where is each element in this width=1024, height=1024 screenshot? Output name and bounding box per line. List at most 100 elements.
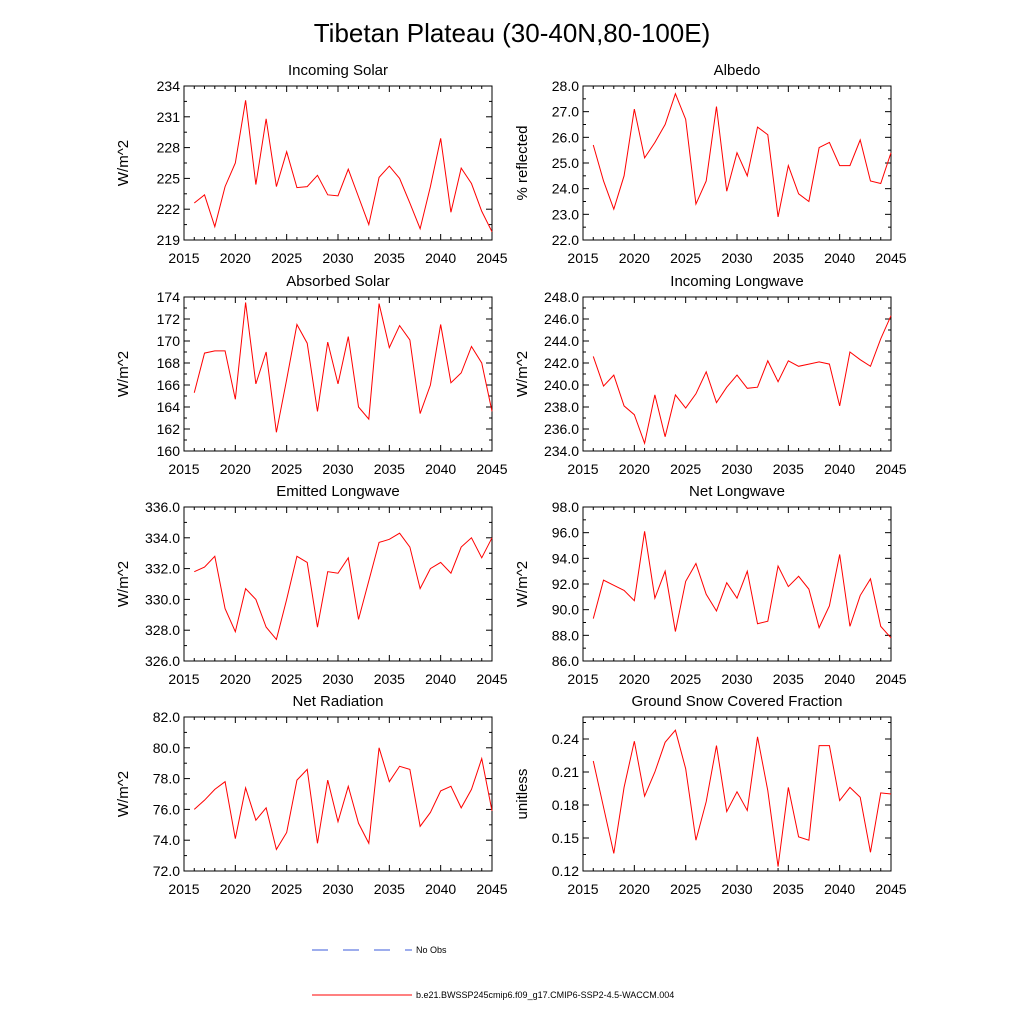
x-tick-label: 2015 (567, 250, 598, 266)
x-tick-label: 2040 (824, 461, 855, 477)
y-tick-label: 23.0 (552, 206, 579, 222)
y-tick-label: 231 (157, 109, 181, 125)
y-tick-label: 82.0 (153, 709, 180, 725)
y-axis-label: unitless (514, 769, 531, 820)
x-tick-label: 2040 (425, 881, 456, 897)
y-tick-label: 92.0 (552, 576, 579, 592)
x-tick-label: 2035 (374, 461, 405, 477)
x-tick-label: 2040 (824, 250, 855, 266)
x-tick-label: 2045 (476, 671, 507, 687)
y-tick-label: 74.0 (153, 832, 180, 848)
x-tick-label: 2040 (824, 671, 855, 687)
y-tick-label: 94.0 (552, 550, 579, 566)
y-tick-label: 25.0 (552, 155, 579, 171)
x-tick-label: 2035 (374, 250, 405, 266)
series-line (592, 729, 892, 867)
y-tick-label: 0.12 (552, 863, 579, 879)
series-line (592, 531, 892, 639)
y-tick-label: 222 (157, 201, 181, 217)
y-tick-label: 162 (157, 421, 181, 437)
x-tick-label: 2020 (619, 671, 650, 687)
y-tick-label: 76.0 (153, 801, 180, 817)
panel-title: Albedo (714, 62, 761, 79)
panel-title: Incoming Longwave (670, 273, 803, 290)
x-tick-label: 2025 (271, 250, 302, 266)
figure-title: Tibetan Plateau (30-40N,80-100E) (314, 18, 711, 48)
y-tick-label: 326.0 (145, 653, 180, 669)
x-tick-label: 2045 (875, 671, 906, 687)
x-tick-label: 2025 (670, 461, 701, 477)
y-tick-label: 174 (157, 289, 181, 305)
y-tick-label: 242.0 (544, 355, 579, 371)
x-tick-label: 2020 (619, 250, 650, 266)
x-tick-label: 2015 (567, 461, 598, 477)
x-tick-label: 2030 (721, 881, 752, 897)
panel-title: Incoming Solar (288, 62, 388, 79)
panel-incoming-solar: 219 222 225 228 231 234 2015 2020 2025 2030 2035 20… (115, 62, 508, 266)
x-tick-label: 2040 (425, 461, 456, 477)
panel-net-longwave: 86.0 88.0 90.0 92.0 94.0 96.0 98.0 2015 2020 2025… (514, 483, 907, 687)
x-tick-label: 2030 (322, 250, 353, 266)
x-tick-label: 2045 (476, 250, 507, 266)
y-tick-label: 336.0 (145, 499, 180, 515)
x-tick-label: 2035 (374, 881, 405, 897)
panel-albedo: 22.0 23.0 24.0 25.0 26.0 27.0 28.0 2015 2020 2025… (514, 62, 907, 266)
y-tick-label: 330.0 (145, 591, 180, 607)
series-line (193, 302, 493, 433)
x-tick-label: 2030 (322, 881, 353, 897)
panel-emitted-longwave: 326.0 328.0 330.0 332.0 334.0 336.0 2015 2020 20… (115, 483, 508, 687)
y-tick-label: 24.0 (552, 181, 579, 197)
y-axis-label: W/m^2 (115, 140, 132, 186)
x-tick-label: 2025 (271, 461, 302, 477)
y-tick-label: 28.0 (552, 78, 579, 94)
legend-obs-label: No Obs (416, 945, 447, 955)
x-tick-label: 2025 (670, 671, 701, 687)
y-tick-label: 0.15 (552, 830, 579, 846)
y-axis-label: W/m^2 (514, 561, 531, 607)
y-tick-label: 78.0 (153, 771, 180, 787)
x-tick-label: 2015 (567, 671, 598, 687)
y-tick-label: 234.0 (544, 443, 579, 459)
x-tick-label: 2015 (168, 250, 199, 266)
x-tick-label: 2025 (271, 671, 302, 687)
x-tick-label: 2030 (721, 671, 752, 687)
x-tick-label: 2025 (670, 881, 701, 897)
y-tick-label: 166 (157, 377, 181, 393)
legend-model-label: b.e21.BWSSP245cmip6.f09_g17.CMIP6-SSP2-4… (416, 990, 674, 1000)
x-tick-label: 2020 (220, 671, 251, 687)
y-tick-label: 22.0 (552, 232, 579, 248)
y-axis-label: W/m^2 (115, 351, 132, 397)
y-tick-label: 90.0 (552, 602, 579, 618)
y-tick-label: 86.0 (552, 653, 579, 669)
panel-net-radiation: 72.0 74.0 76.0 78.0 80.0 82.0 2015 2020 2025 2030… (115, 693, 508, 897)
panel-ground-snow-covered-fraction: 0.12 0.15 0.18 0.21 0.24 2015 2020 2025 2030 2035… (514, 693, 907, 897)
x-tick-label: 2035 (773, 881, 804, 897)
x-tick-label: 2025 (670, 250, 701, 266)
plot-frame (582, 85, 892, 241)
y-tick-label: 98.0 (552, 499, 579, 515)
y-tick-label: 228 (157, 140, 181, 156)
y-tick-label: 225 (157, 170, 181, 186)
y-tick-label: 244.0 (544, 333, 579, 349)
x-tick-label: 2030 (721, 461, 752, 477)
plot-frame (582, 296, 892, 452)
x-tick-label: 2035 (773, 461, 804, 477)
y-tick-label: 26.0 (552, 129, 579, 145)
y-axis-label: W/m^2 (115, 561, 132, 607)
x-tick-label: 2020 (619, 461, 650, 477)
x-tick-label: 2030 (322, 461, 353, 477)
y-tick-label: 160 (157, 443, 181, 459)
y-tick-label: 234 (157, 78, 181, 94)
x-tick-label: 2020 (220, 250, 251, 266)
series-line (194, 532, 493, 641)
y-tick-label: 328.0 (145, 622, 180, 638)
y-tick-label: 172 (157, 311, 181, 327)
panel-title: Emitted Longwave (276, 483, 399, 500)
x-tick-label: 2030 (322, 671, 353, 687)
x-tick-label: 2015 (567, 881, 598, 897)
x-tick-label: 2035 (773, 250, 804, 266)
series-line (193, 100, 493, 233)
legend: No Obs b.e21.BWSSP245cmip6.f09_g17.CMIP6… (312, 945, 674, 1000)
y-axis-label: W/m^2 (115, 771, 132, 817)
